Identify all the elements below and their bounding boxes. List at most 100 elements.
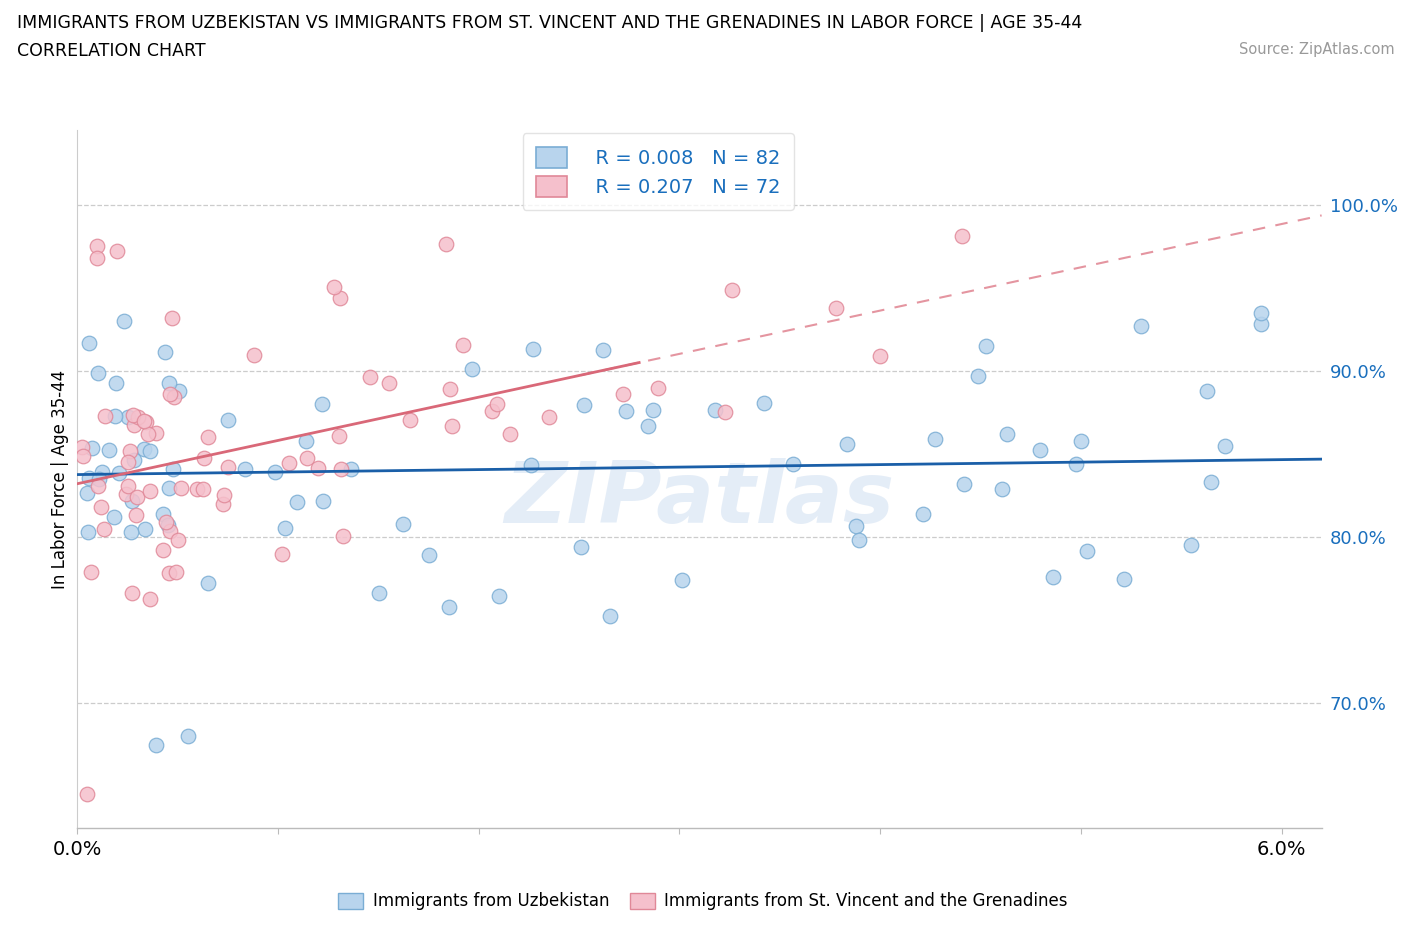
Point (77, 525, 100, 539)
Point (115, 486, 138, 501)
Point (160, 311, 183, 325)
Point (1070, 434, 1092, 449)
Point (537, 410, 560, 425)
Point (145, 737, 167, 752)
Point (845, 518, 868, 533)
Point (77, 336, 100, 351)
Point (233, 461, 256, 476)
Point (434, 236, 457, 251)
Point (671, 573, 693, 588)
Point (121, 586, 143, 601)
Point (1199, 474, 1222, 489)
Legend: Immigrants from Uzbekistan, Immigrants from St. Vincent and the Grenadines: Immigrants from Uzbekistan, Immigrants f… (332, 885, 1074, 917)
Point (953, 477, 976, 492)
Text: Source: ZipAtlas.com: Source: ZipAtlas.com (1239, 42, 1395, 57)
Point (159, 524, 181, 538)
Point (329, 290, 352, 305)
Point (86, 250, 108, 266)
Legend:   R = 0.008   N = 82,   R = 0.207   N = 72: R = 0.008 N = 82, R = 0.207 N = 72 (523, 133, 794, 210)
Point (643, 403, 665, 418)
Point (278, 456, 301, 471)
Point (212, 496, 235, 511)
Point (572, 398, 595, 413)
Point (127, 409, 149, 424)
Point (752, 395, 775, 410)
Point (439, 382, 461, 397)
Point (212, 487, 235, 502)
Point (967, 368, 990, 383)
Point (112, 313, 135, 328)
Point (285, 494, 308, 509)
Point (98, 443, 121, 458)
Point (159, 387, 181, 402)
Point (127, 489, 149, 504)
Point (122, 418, 145, 432)
Point (1129, 319, 1152, 334)
Point (139, 591, 162, 606)
Point (322, 279, 344, 294)
Point (177, 729, 200, 744)
Point (295, 450, 318, 465)
Point (950, 229, 973, 244)
Text: CORRELATION CHART: CORRELATION CHART (17, 42, 205, 60)
Point (869, 349, 891, 364)
Point (155, 514, 177, 529)
Point (359, 369, 381, 384)
Point (367, 586, 389, 601)
Point (217, 460, 239, 475)
Point (1250, 317, 1272, 332)
Point (193, 481, 215, 496)
Point (835, 437, 858, 452)
Point (193, 451, 215, 466)
Point (991, 481, 1014, 496)
Point (911, 506, 934, 521)
Point (117, 410, 139, 425)
Point (295, 433, 318, 448)
Point (165, 565, 187, 579)
Point (612, 387, 634, 402)
Point (103, 510, 125, 525)
Point (599, 608, 621, 623)
Point (332, 528, 354, 543)
Point (132, 413, 155, 428)
Point (86, 365, 108, 380)
Point (848, 533, 870, 548)
Point (122, 453, 145, 468)
Point (77, 471, 100, 485)
Point (418, 548, 440, 563)
Point (170, 480, 193, 495)
Point (90, 499, 112, 514)
Point (437, 600, 460, 615)
Point (134, 415, 156, 430)
Point (80, 565, 103, 580)
Point (217, 413, 239, 428)
Point (1042, 569, 1064, 584)
Point (162, 462, 184, 477)
Text: ZIPatlas: ZIPatlas (505, 458, 894, 541)
Point (782, 456, 804, 471)
Point (399, 412, 422, 427)
Point (152, 507, 174, 522)
Point (157, 481, 180, 496)
Point (1112, 572, 1135, 587)
Text: IMMIGRANTS FROM UZBEKISTAN VS IMMIGRANTS FROM ST. VINCENT AND THE GRENADINES IN : IMMIGRANTS FROM UZBEKISTAN VS IMMIGRANTS… (17, 14, 1083, 32)
Point (647, 380, 669, 395)
Point (121, 494, 143, 509)
Point (124, 508, 146, 523)
Point (825, 300, 848, 315)
Point (120, 444, 142, 458)
Point (145, 426, 167, 441)
Point (461, 362, 484, 377)
Point (153, 345, 176, 360)
Point (271, 547, 294, 562)
Point (76, 485, 98, 500)
Point (87, 472, 110, 486)
Point (152, 542, 174, 557)
Point (107, 244, 129, 259)
Point (1250, 305, 1272, 320)
Point (312, 494, 335, 509)
Point (197, 576, 219, 591)
Point (498, 427, 520, 442)
Point (481, 403, 503, 418)
Point (713, 405, 735, 419)
